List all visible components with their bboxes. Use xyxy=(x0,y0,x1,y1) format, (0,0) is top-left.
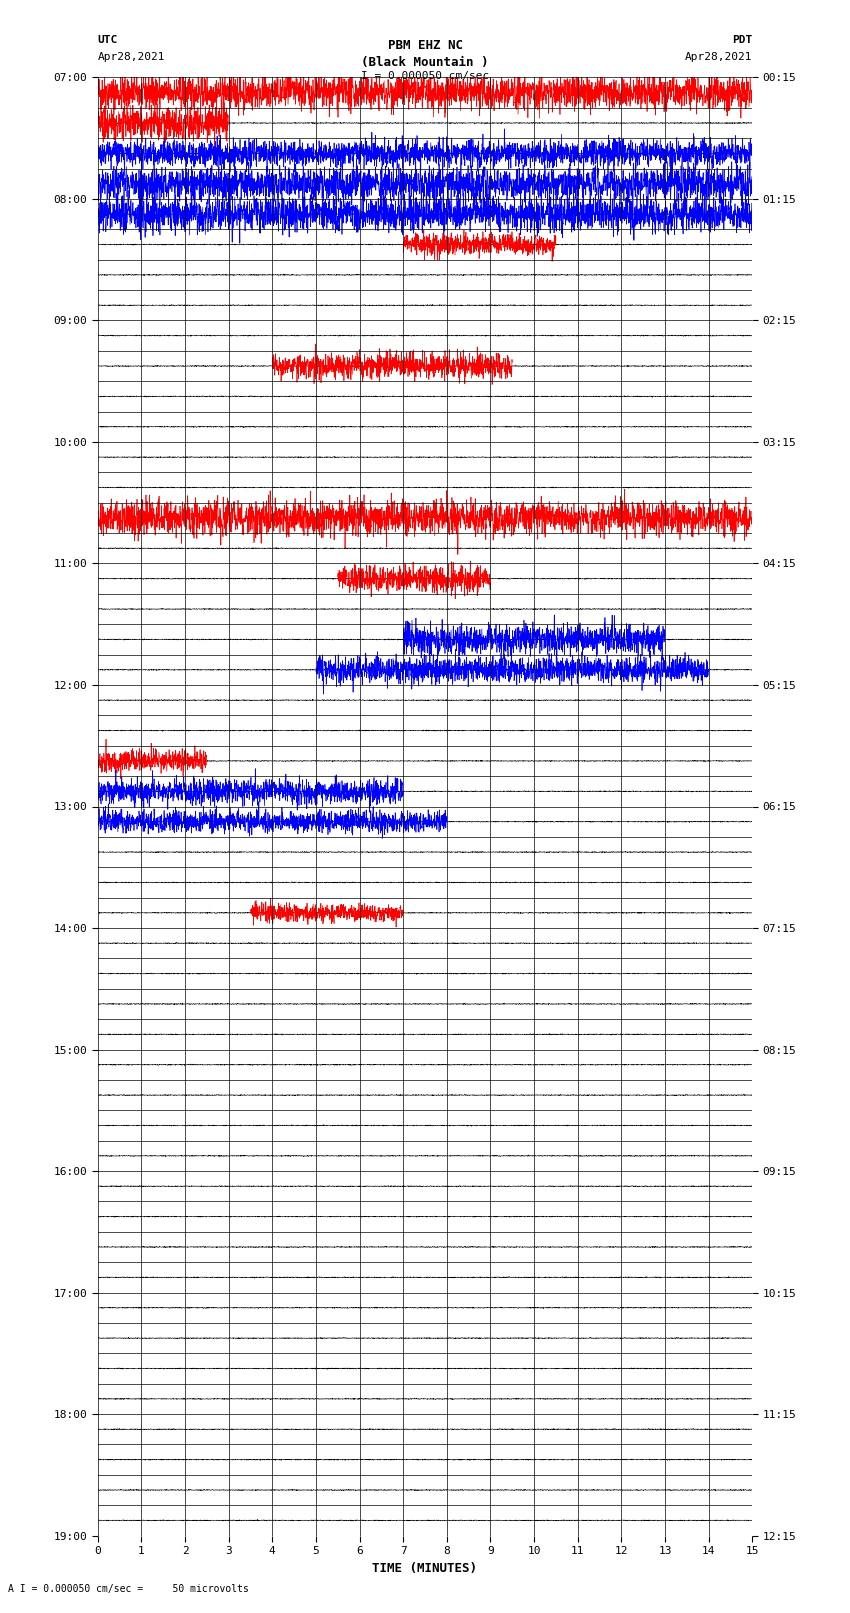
Text: I = 0.000050 cm/sec: I = 0.000050 cm/sec xyxy=(361,71,489,81)
Text: Apr28,2021: Apr28,2021 xyxy=(98,52,165,61)
X-axis label: TIME (MINUTES): TIME (MINUTES) xyxy=(372,1561,478,1574)
Text: PDT: PDT xyxy=(732,35,752,45)
Text: Apr28,2021: Apr28,2021 xyxy=(685,52,752,61)
Text: PBM EHZ NC: PBM EHZ NC xyxy=(388,39,462,52)
Text: A I = 0.000050 cm/sec =     50 microvolts: A I = 0.000050 cm/sec = 50 microvolts xyxy=(8,1584,249,1594)
Text: (Black Mountain ): (Black Mountain ) xyxy=(361,56,489,69)
Text: UTC: UTC xyxy=(98,35,118,45)
